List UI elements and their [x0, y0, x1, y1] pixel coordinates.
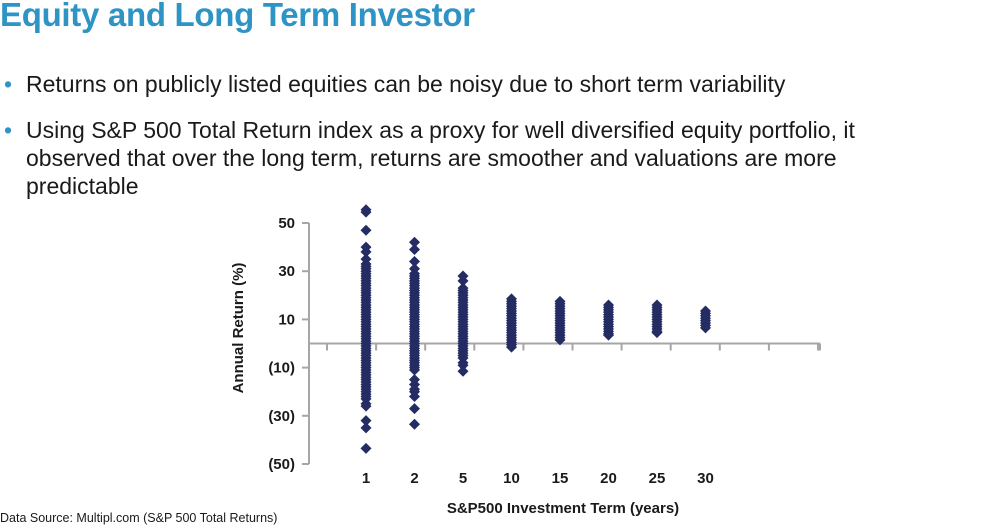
- data-point: [360, 400, 372, 412]
- data-point: [457, 365, 469, 377]
- y-tick-label: 10: [278, 311, 295, 328]
- data-source-note: Data Source: Multipl.com (S&P 500 Total …: [0, 511, 278, 525]
- x-tick-label: 5: [459, 470, 467, 487]
- data-point: [409, 391, 420, 403]
- bullet-text: Using S&P 500 Total Return index as a pr…: [26, 117, 855, 199]
- data-point: [457, 359, 469, 371]
- data-point: [360, 206, 372, 218]
- x-tick-label: 30: [697, 470, 714, 487]
- data-point: [360, 246, 372, 258]
- data-point: [554, 334, 566, 346]
- y-axis-title: Annual Return (%): [230, 263, 247, 394]
- data-point: [409, 364, 420, 376]
- data-point: [360, 442, 372, 454]
- x-tick-label: 25: [649, 470, 666, 487]
- data-point: [409, 256, 420, 268]
- x-tick-label: 10: [503, 470, 520, 487]
- data-point: [360, 224, 372, 236]
- x-tick-label: 1: [362, 470, 370, 487]
- data-point: [651, 327, 663, 339]
- bullet-item: • Using S&P 500 Total Return index as a …: [4, 116, 999, 200]
- bullet-text: Returns on publicly listed equities can …: [26, 71, 786, 97]
- x-tick-label: 20: [600, 470, 617, 487]
- x-tick-label: 2: [410, 470, 418, 487]
- data-point: [409, 418, 420, 430]
- data-point: [409, 403, 420, 415]
- data-point: [700, 322, 711, 334]
- y-tick-label: (50): [268, 456, 295, 473]
- x-tick-label: 15: [552, 470, 569, 487]
- y-tick-label: (10): [268, 360, 295, 377]
- slide-title: Equity and Long Term Investor: [0, 0, 475, 33]
- y-tick-label: (30): [268, 408, 295, 425]
- bullet-item: • Returns on publicly listed equities ca…: [4, 70, 999, 98]
- data-point: [506, 341, 517, 353]
- y-tick-label: 50: [278, 215, 295, 232]
- y-tick-label: 30: [278, 263, 295, 280]
- bullet-marker: •: [4, 117, 13, 143]
- data-point: [409, 236, 420, 248]
- bullet-list: • Returns on publicly listed equities ca…: [4, 70, 999, 218]
- data-point: [409, 244, 420, 256]
- data-point: [360, 422, 372, 434]
- data-point: [603, 329, 614, 341]
- bullet-marker: •: [4, 71, 13, 97]
- x-axis-title: S&P500 Investment Term (years): [447, 500, 679, 517]
- data-point: [457, 275, 469, 287]
- data-point: [360, 415, 372, 427]
